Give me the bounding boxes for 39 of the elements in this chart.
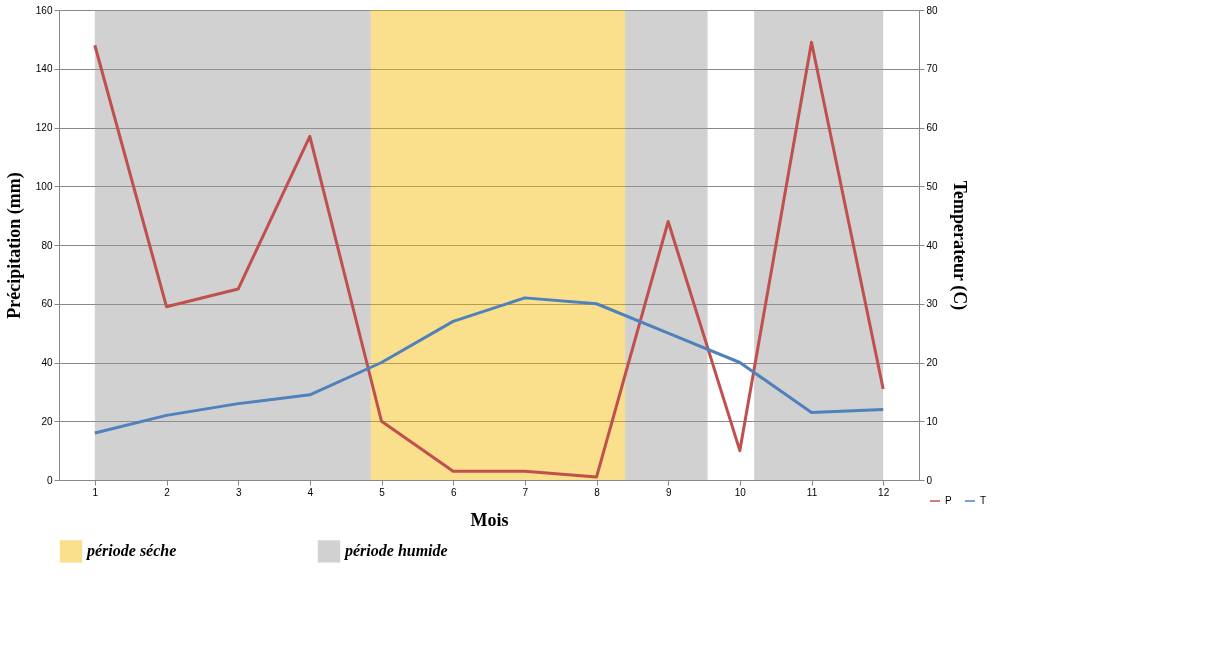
y-tick-label: 120 <box>35 122 53 133</box>
x-tick-label: 6 <box>450 486 457 498</box>
x-tick-label: 4 <box>307 486 314 498</box>
y-tick-label: 60 <box>41 298 53 310</box>
x-tick-label: 5 <box>379 486 386 498</box>
legend-label: P <box>945 495 952 506</box>
x-tick-label: 7 <box>522 486 529 498</box>
y2-tick-label: 30 <box>926 298 939 310</box>
x-tick-label: 9 <box>665 486 672 498</box>
line-series <box>93 296 885 435</box>
y2-tick-label: 10 <box>926 415 939 427</box>
y-tick-label: 100 <box>35 180 53 192</box>
y-axis-title: Précipitation (mm) <box>3 172 25 319</box>
y-tick-label: 20 <box>41 415 53 427</box>
y2-tick-label: 50 <box>926 180 939 192</box>
y-tick-label: 160 <box>35 4 53 16</box>
line-series <box>93 40 885 479</box>
y2-tick-label: 80 <box>926 4 939 16</box>
x-tick-label: 1 <box>92 486 99 498</box>
x-tick-label: 3 <box>235 486 242 498</box>
x-axis-title: Mois <box>470 509 509 530</box>
y2-tick-label: 0 <box>926 474 933 486</box>
y2-axis-title: Temperateur (C) <box>948 180 970 311</box>
x-tick-label: 10 <box>734 486 747 498</box>
legend-label: T <box>980 495 987 506</box>
legend-label: période séche <box>85 542 177 561</box>
y-tick-label: 40 <box>41 357 53 368</box>
legend-label: période humide <box>343 542 448 561</box>
x-tick-label: 2 <box>164 486 171 498</box>
x-tick-label: 8 <box>594 486 601 498</box>
x-tick-label: 12 <box>878 486 890 498</box>
x-tick-label: 11 <box>806 486 818 498</box>
y-tick-label: 80 <box>41 239 53 251</box>
y2-tick-label: 40 <box>926 239 939 251</box>
y-tick-label: 140 <box>35 63 53 75</box>
y-tick-label: 0 <box>46 474 53 486</box>
y2-tick-label: 60 <box>926 122 939 133</box>
y2-tick-label: 70 <box>926 63 939 75</box>
y2-tick-label: 20 <box>926 357 939 368</box>
